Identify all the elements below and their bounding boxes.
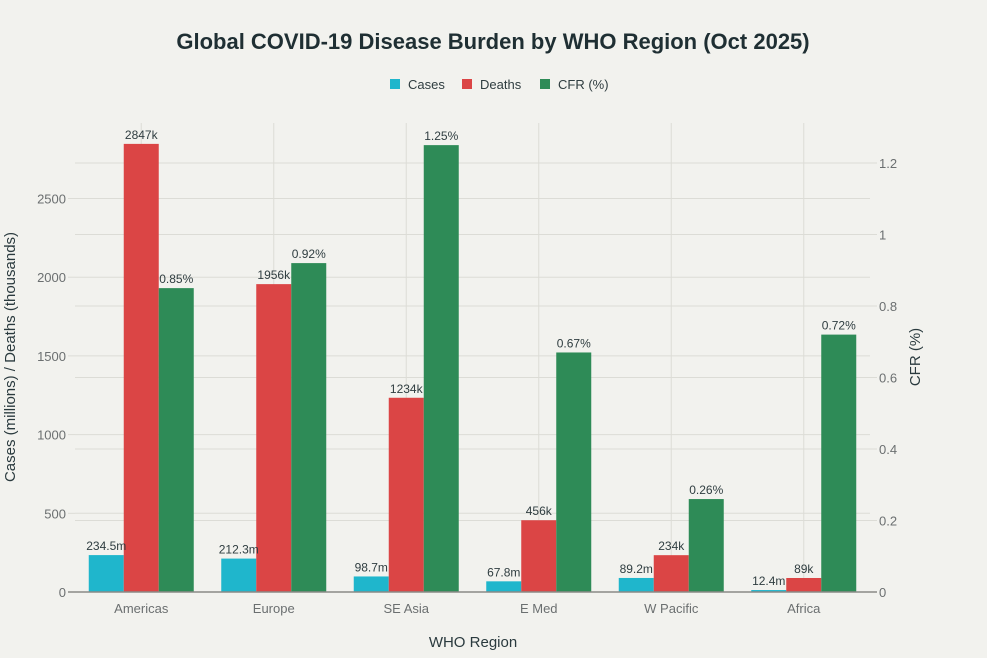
y-tick-label: 0 [59, 585, 66, 600]
bar-cases [486, 581, 522, 592]
bar-cases [221, 558, 257, 592]
bar-cases [353, 576, 389, 592]
bar-label-cases: 234.5m [86, 539, 126, 553]
x-tick-label: SE Asia [383, 601, 429, 616]
bar-label-cases: 67.8m [487, 565, 520, 579]
x-tick-label: Americas [114, 601, 169, 616]
y-tick-label: 1000 [37, 428, 66, 443]
y2-tick-label: 0 [879, 585, 886, 600]
bar-cfr [688, 499, 724, 592]
x-tick-label: W Pacific [644, 601, 699, 616]
bar-cfr [158, 288, 194, 592]
y-axis-title: Cases (millions) / Deaths (thousands) [2, 232, 19, 482]
bar-deaths [256, 284, 292, 592]
bar-label-cases: 98.7m [355, 560, 388, 574]
bar-deaths [123, 143, 159, 592]
y-tick-labels: 0 500 1000 1500 2000 2500 [37, 192, 66, 601]
bar-cfr [423, 145, 459, 592]
y2-tick-label: 0.6 [879, 371, 897, 386]
legend-swatch-deaths [462, 79, 472, 89]
legend-swatch-cases [390, 79, 400, 89]
bar-deaths [521, 520, 557, 592]
bar-label-cfr: 0.85% [159, 272, 193, 286]
bar-label-deaths: 2847k [125, 128, 159, 142]
bar-deaths [653, 555, 689, 592]
bar-deaths [388, 397, 424, 592]
bar-label-cases: 12.4m [752, 574, 785, 588]
bar-deaths [786, 577, 822, 592]
y2-tick-label: 1.2 [879, 156, 897, 171]
legend-label: Deaths [480, 77, 522, 92]
bar-label-deaths: 456k [526, 504, 553, 518]
y2-tick-labels: 0 0.2 0.4 0.6 0.8 1 1.2 [879, 156, 897, 600]
bar-label-deaths: 1956k [257, 268, 291, 282]
bar-cases [751, 590, 787, 592]
x-tick-label: Africa [787, 601, 821, 616]
bar-label-cfr: 1.25% [424, 129, 458, 143]
bar-label-cases: 212.3m [219, 543, 259, 557]
legend-label: Cases [408, 77, 445, 92]
legend: Cases Deaths CFR (%) [390, 77, 609, 92]
bar-label-deaths: 1234k [390, 382, 424, 396]
bar-cfr [821, 334, 857, 592]
bar-label-deaths: 89k [794, 562, 814, 576]
bar-label-deaths: 234k [658, 539, 685, 553]
bar-cases [88, 555, 124, 592]
y2-tick-label: 0.8 [879, 299, 897, 314]
y-tick-label: 2000 [37, 270, 66, 285]
grid-left [68, 198, 870, 593]
legend-swatch-cfr- [540, 79, 550, 89]
bar-label-cases: 89.2m [620, 562, 653, 576]
y-tick-label: 1500 [37, 349, 66, 364]
y2-axis-title: CFR (%) [907, 328, 924, 386]
y-tick-label: 500 [44, 506, 66, 521]
legend-label: CFR (%) [558, 77, 609, 92]
x-tick-label: E Med [520, 601, 558, 616]
bars [88, 143, 857, 592]
x-tick-label: Europe [253, 601, 295, 616]
grid-right [75, 162, 877, 593]
y-tick-label: 2500 [37, 192, 66, 207]
bar-cfr [556, 352, 592, 592]
bar-labels: 234.5m 212.3m 98.7m 67.8m 89.2m 12.4m 2847k 195… [86, 128, 856, 588]
x-tick-labels: Americas Europe SE Asia E Med W Pacific Afric… [114, 601, 821, 616]
x-axis-title: WHO Region [429, 634, 517, 651]
chart-title: Global COVID-19 Disease Burden by WHO Re… [176, 29, 809, 54]
y2-tick-label: 1 [879, 228, 886, 243]
bar-cfr [291, 263, 327, 592]
bar-label-cfr: 0.72% [822, 319, 856, 333]
y2-tick-label: 0.4 [879, 442, 897, 457]
bar-label-cfr: 0.26% [689, 483, 723, 497]
bar-cases [618, 577, 654, 592]
bar-label-cfr: 0.92% [292, 247, 326, 261]
y2-tick-label: 0.2 [879, 514, 897, 529]
bar-label-cfr: 0.67% [557, 336, 591, 350]
